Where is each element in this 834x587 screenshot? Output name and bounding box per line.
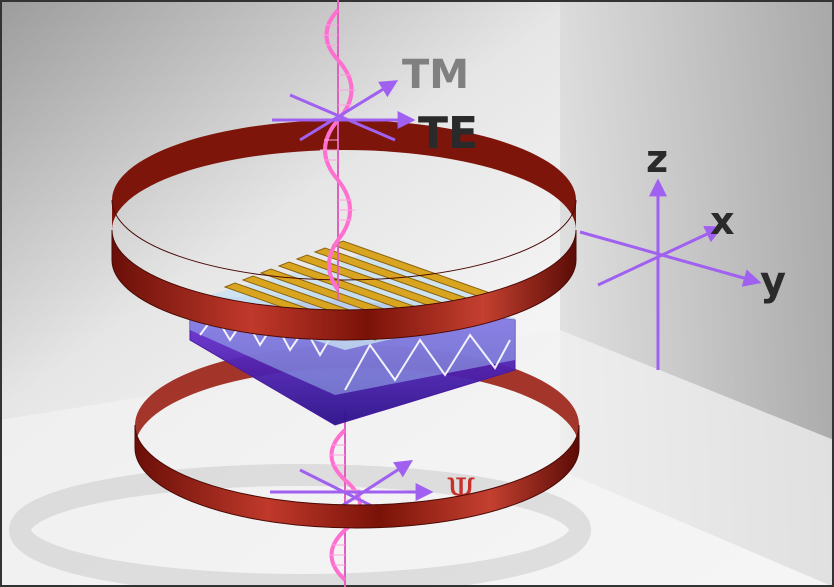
axis-y-label: y — [760, 259, 786, 305]
helmholtz-ring-lower-front — [134, 424, 580, 529]
tm-label: TM — [402, 52, 469, 98]
floor — [0, 330, 834, 587]
axis-x-label: x — [710, 199, 735, 243]
te-label: TE — [418, 108, 478, 159]
axes-triad — [579, 178, 762, 370]
axis-z-label: z — [646, 137, 668, 181]
light-wave-upper — [320, 0, 356, 300]
polarization-arrows — [272, 80, 416, 142]
helmholtz-ring-upper — [111, 120, 577, 341]
